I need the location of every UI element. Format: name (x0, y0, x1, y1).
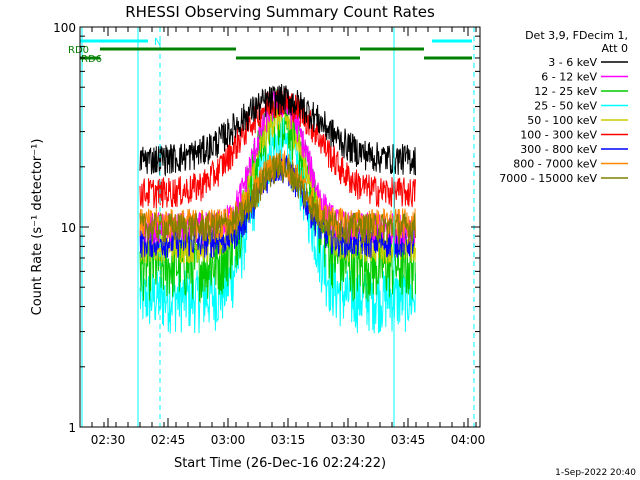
detector-info-line-1: Det 3,9, FDecim 1, (525, 29, 628, 42)
data-layer (139, 83, 416, 334)
legend-entry-label: 3 - 6 keV (548, 56, 597, 69)
legend: Det 3,9, FDecim 1, Att 0 3 - 6 keV 6 - 12… (499, 29, 628, 185)
status-bar-label: N (154, 37, 161, 48)
legend-entry-label: 25 - 50 keV (534, 100, 597, 113)
detector-info-line-2: Att 0 (602, 42, 628, 55)
y-tick-label: 100 (53, 21, 76, 35)
legend-entry-label: 6 - 12 keV (541, 71, 597, 84)
x-tick-label: 04:00 (451, 433, 486, 447)
series-line-8 (139, 152, 416, 245)
legend-entry-label: 50 - 100 keV (527, 114, 597, 127)
y-axis-label: Count Rate (s⁻¹ detector⁻¹) (30, 139, 45, 316)
legend-entry-label: 300 - 800 keV (520, 143, 597, 156)
chart-title: RHESSI Observing Summary Count Rates (125, 3, 435, 21)
legend-entry-label: 100 - 300 keV (520, 129, 597, 142)
x-axis-label: Start Time (26-Dec-16 02:24:22) (174, 456, 386, 471)
x-tick-label: 02:45 (151, 433, 186, 447)
generation-timestamp: 1-Sep-2022 20:40 (555, 468, 636, 478)
status-bar-label: RD0 (68, 45, 89, 56)
x-tick-label: 03:45 (391, 433, 426, 447)
status-bar-label: RD6 (81, 54, 102, 65)
x-tick-label: 03:30 (331, 433, 366, 447)
series-line-0 (139, 83, 416, 177)
y-tick-label: 1 (68, 421, 76, 435)
y-tick-label: 10 (61, 221, 76, 235)
legend-entry-label: 12 - 25 keV (534, 85, 597, 98)
x-tick-label: 03:15 (271, 433, 306, 447)
legend-entry-label: 800 - 7000 keV (513, 158, 597, 171)
x-tick-label: 03:00 (211, 433, 246, 447)
legend-entry-label: 7000 - 15000 keV (499, 172, 597, 185)
axes: 1 10 100 02:30 02:45 03:00 03:15 03:30 03:45 04:0… (53, 21, 485, 447)
x-tick-label: 02:30 (91, 433, 126, 447)
